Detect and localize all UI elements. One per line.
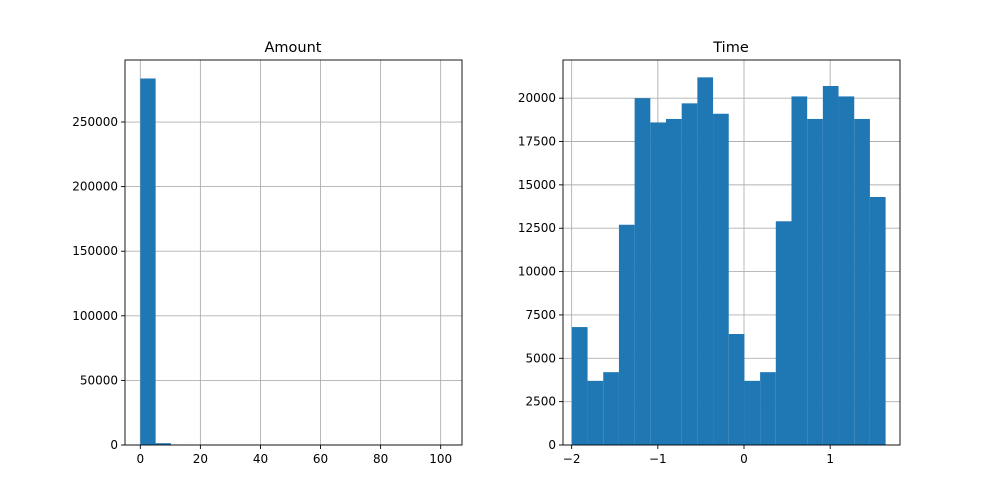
amount-x-tick-label: 0: [136, 452, 144, 466]
time-histogram-bar: [728, 334, 745, 445]
amount-y-tick-label: 0: [110, 438, 118, 452]
time-histogram-bar: [571, 327, 588, 445]
amount-x-tick-label: 80: [373, 452, 388, 466]
time-y-tick-label: 12500: [518, 221, 556, 235]
time-histogram-bar: [665, 118, 682, 446]
time-histogram-bar: [822, 86, 839, 445]
amount-histogram-bar: [140, 78, 156, 446]
time-histogram-bar: [760, 372, 776, 445]
amount-chart: Amount 0 20 40 60 80 100 0 50000 100000 150000 200…: [72, 40, 463, 466]
time-y-tick-label: 0: [548, 438, 556, 452]
time-x-tick-label: −1: [649, 452, 667, 466]
time-histogram-bar: [681, 103, 698, 445]
amount-x-tick-label: 60: [313, 452, 328, 466]
time-y-tick-label: 17500: [518, 135, 556, 149]
time-chart: Time −2 −1 0 1 0 2500 5000 7500 10000 12500 15000 1…: [518, 40, 901, 466]
amount-chart-title: Amount: [265, 40, 322, 56]
amount-y-tick-label: 100000: [72, 309, 118, 323]
amount-axes-frame: [124, 59, 463, 446]
amount-x-tick-label: 40: [253, 452, 268, 466]
time-histogram-bar: [603, 372, 619, 445]
time-histogram-bar: [869, 197, 886, 445]
time-y-tick-label: 7500: [525, 308, 556, 322]
time-axes-frame: [562, 59, 901, 446]
amount-y-tick-label: 200000: [72, 180, 118, 194]
amount-y-tick-label: 50000: [80, 373, 118, 387]
time-histogram-bar: [650, 122, 666, 445]
time-histogram-bar: [807, 118, 823, 446]
time-x-tick-label: 0: [740, 452, 748, 466]
time-x-tick-label: 1: [826, 452, 834, 466]
time-chart-title: Time: [712, 40, 749, 56]
time-histogram-bar: [634, 98, 651, 446]
time-histogram-bar: [854, 118, 870, 446]
time-y-tick-label: 5000: [525, 351, 556, 365]
time-histogram-bar: [775, 221, 792, 445]
time-histogram-bar: [618, 224, 635, 445]
amount-x-tick-label: 100: [429, 452, 452, 466]
time-histogram-bar: [744, 380, 761, 445]
amount-histogram-bar: [155, 443, 171, 445]
time-histogram-bar: [713, 113, 729, 445]
time-histogram-bar: [791, 96, 808, 446]
time-y-tick-label: 10000: [518, 265, 556, 279]
time-y-tick-label: 15000: [518, 178, 556, 192]
time-histogram-bar: [697, 77, 714, 445]
amount-y-tick-label: 150000: [72, 244, 118, 258]
amount-y-tick-label: 250000: [72, 115, 118, 129]
time-x-tick-label: −2: [563, 452, 581, 466]
amount-x-tick-label: 20: [193, 452, 208, 466]
time-histogram-bar: [587, 380, 604, 445]
time-histogram-bar: [838, 96, 855, 446]
time-y-tick-label: 20000: [518, 91, 556, 105]
time-y-tick-label: 2500: [525, 395, 556, 409]
